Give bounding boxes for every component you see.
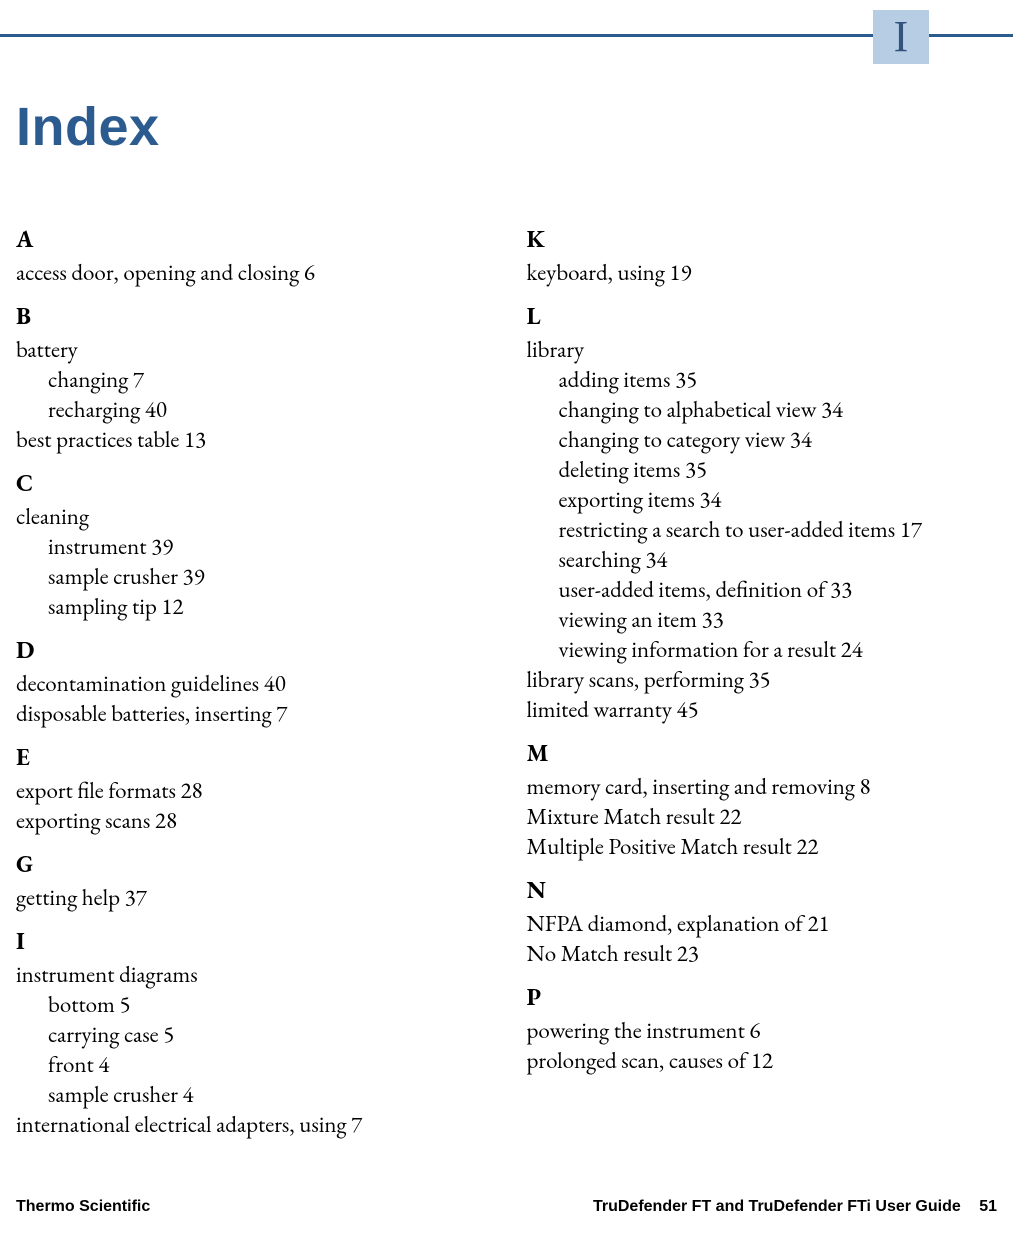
index-subentry: sample crusher 39 [48, 561, 487, 591]
index-column-left: Aaccess door, opening and closing 6 Bbatt… [16, 224, 487, 1139]
index-entry: limited warranty 45 [527, 694, 998, 724]
index-entry: export file formats 28 [16, 775, 487, 805]
index-subentry: instrument 39 [48, 531, 487, 561]
index-entry: disposable batteries, inserting 7 [16, 698, 487, 728]
index-entry: keyboard, using 19 [527, 257, 998, 287]
index-column-right: Kkeyboard, using 19 Llibraryadding items … [527, 224, 998, 1139]
index-letter: K [527, 224, 998, 255]
index-subentry: changing 7 [48, 364, 487, 394]
index-subentry: changing to alphabetical view 34 [559, 394, 998, 424]
index-entry: instrument diagrams [16, 959, 487, 989]
footer-title: TruDefender FT and TruDefender FTi User … [593, 1198, 961, 1215]
index-entry: international electrical adapters, using… [16, 1109, 487, 1139]
index-letter: L [527, 301, 998, 332]
index-entry: Multiple Positive Match result 22 [527, 831, 998, 861]
footer-left: Thermo Scientific [16, 1198, 150, 1216]
index-entry: access door, opening and closing 6 [16, 257, 487, 287]
index-entry: Mixture Match result 22 [527, 801, 998, 831]
index-subentry: searching 34 [559, 544, 998, 574]
index-letter: A [16, 224, 487, 255]
page-title: Index [16, 96, 160, 158]
index-letter: C [16, 468, 487, 499]
index-subentry: adding items 35 [559, 364, 998, 394]
top-rule [0, 34, 1013, 37]
index-subentry: carrying case 5 [48, 1019, 487, 1049]
index-subentry: exporting items 34 [559, 484, 998, 514]
index-columns: Aaccess door, opening and closing 6 Bbatt… [16, 224, 997, 1139]
index-entry: best practices table 13 [16, 424, 487, 454]
index-subentry: viewing information for a result 24 [559, 634, 998, 664]
index-subentry: front 4 [48, 1049, 487, 1079]
index-subentry: bottom 5 [48, 989, 487, 1019]
index-letter: G [16, 849, 487, 880]
index-letter: I [16, 926, 487, 957]
index-entry: battery [16, 334, 487, 364]
footer: Thermo Scientific TruDefender FT and Tru… [16, 1198, 997, 1216]
index-subentry: restricting a search to user-added items… [559, 514, 998, 544]
index-subentry: deleting items 35 [559, 454, 998, 484]
footer-right: TruDefender FT and TruDefender FTi User … [593, 1198, 997, 1216]
index-letter: B [16, 301, 487, 332]
index-subentry: sampling tip 12 [48, 591, 487, 621]
index-entry: decontamination guidelines 40 [16, 668, 487, 698]
index-entry: getting help 37 [16, 882, 487, 912]
index-entry: exporting scans 28 [16, 805, 487, 835]
index-subentry: recharging 40 [48, 394, 487, 424]
section-tab-letter: I [894, 12, 909, 61]
index-letter: E [16, 742, 487, 773]
index-entry: No Match result 23 [527, 938, 998, 968]
index-entry: memory card, inserting and removing 8 [527, 771, 998, 801]
index-subentry: sample crusher 4 [48, 1079, 487, 1109]
index-letter: P [527, 982, 998, 1013]
index-entry: powering the instrument 6 [527, 1015, 998, 1045]
index-letter: N [527, 875, 998, 906]
index-entry: cleaning [16, 501, 487, 531]
index-subentry: viewing an item 33 [559, 604, 998, 634]
index-letter: M [527, 738, 998, 769]
index-subentry: changing to category view 34 [559, 424, 998, 454]
index-entry: library scans, performing 35 [527, 664, 998, 694]
index-entry: prolonged scan, causes of 12 [527, 1045, 998, 1075]
footer-page-number: 51 [979, 1198, 997, 1215]
index-entry: library [527, 334, 998, 364]
index-subentry: user-added items, definition of 33 [559, 574, 998, 604]
index-letter: D [16, 635, 487, 666]
index-entry: NFPA diamond, explanation of 21 [527, 908, 998, 938]
section-tab: I [873, 10, 929, 64]
